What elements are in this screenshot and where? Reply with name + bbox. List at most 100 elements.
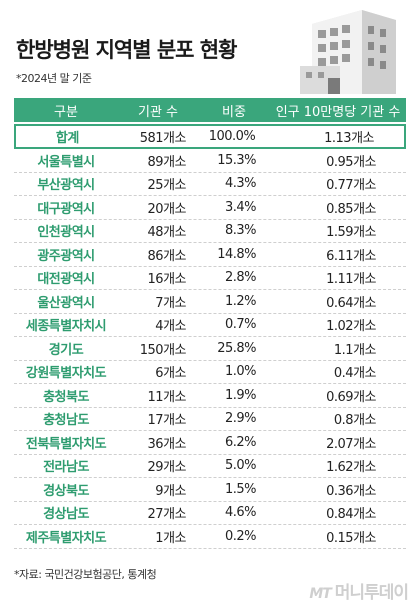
table-row: 인천광역시 48개소 8.3% 1.59개소 xyxy=(14,220,406,243)
cell-per100k: 0.85개소 xyxy=(326,201,376,217)
cell-count: 89개소 xyxy=(147,154,187,170)
cell-count: 16개소 xyxy=(147,272,187,288)
cell-region: 대구광역시 xyxy=(37,201,95,217)
logo-mark: MT xyxy=(309,586,332,602)
table-row: 세종특별자치시 4개소 0.7% 1.02개소 xyxy=(14,314,406,337)
cell-share: 14.8% xyxy=(217,246,256,262)
cell-per100k: 1.1개소 xyxy=(333,342,377,358)
cell-per100k: 0.64개소 xyxy=(326,295,376,311)
cell-per100k: 0.36개소 xyxy=(326,483,376,499)
cell-share: 4.3% xyxy=(224,176,257,192)
cell-region: 경상남도 xyxy=(43,507,89,523)
hospital-building-icon xyxy=(300,10,396,94)
cell-share: 1.5% xyxy=(224,481,257,497)
cell-share: 8.3% xyxy=(224,223,257,239)
cell-count: 48개소 xyxy=(147,225,187,241)
table-row: 충청남도 17개소 2.9% 0.8개소 xyxy=(14,408,406,431)
cell-region: 전북특별자치도 xyxy=(25,436,107,452)
cell-share: 1.0% xyxy=(224,364,257,380)
cell-per100k: 0.8개소 xyxy=(333,413,377,429)
table-row: 제주특별자치도 1개소 0.2% 0.15개소 xyxy=(14,525,406,549)
cell-count: 150개소 xyxy=(139,342,187,358)
cell-region: 제주특별자치도 xyxy=(25,530,107,546)
cell-count: 11개소 xyxy=(147,389,187,405)
page-title: 한방병원 지역별 분포 현황 xyxy=(16,38,237,62)
cell-per100k: 1.59개소 xyxy=(326,225,376,241)
cell-per100k: 0.95개소 xyxy=(326,154,376,170)
cell-count: 20개소 xyxy=(147,201,187,217)
header-region: 구분 xyxy=(54,104,78,120)
cell-region: 울산광역시 xyxy=(37,295,95,311)
cell-region: 부산광역시 xyxy=(37,178,95,194)
publisher-logo: MT 머니투데이 xyxy=(309,578,409,603)
table-row: 충청북도 11개소 1.9% 0.69개소 xyxy=(14,384,406,408)
cell-region: 충청남도 xyxy=(43,413,89,429)
cell-per100k: 0.69개소 xyxy=(326,389,376,405)
header-share: 비중 xyxy=(222,104,246,120)
cell-count: 29개소 xyxy=(147,460,187,476)
table-row: 부산광역시 25개소 4.3% 0.77개소 xyxy=(14,173,406,196)
cell-count: 581개소 xyxy=(139,131,187,146)
table-row: 울산광역시 7개소 1.2% 0.64개소 xyxy=(14,290,406,314)
cell-share: 0.2% xyxy=(224,528,257,544)
cell-region: 서울특별시 xyxy=(37,154,95,170)
cell-per100k: 0.84개소 xyxy=(326,507,376,523)
cell-region: 경상북도 xyxy=(43,483,89,499)
cell-share: 100.0% xyxy=(208,129,256,144)
table-row: 광주광역시 86개소 14.8% 6.11개소 xyxy=(14,243,406,267)
cell-share: 0.7% xyxy=(224,317,257,333)
cell-share: 3.4% xyxy=(224,199,257,215)
table-row: 서울특별시 89개소 15.3% 0.95개소 xyxy=(14,149,406,173)
hospital-distribution-table: 구분 기관 수 비중 인구 10만명당 기관 수 합계 581개소 100.0%… xyxy=(14,98,406,549)
cell-share: 25.8% xyxy=(217,340,256,356)
table-row: 대구광역시 20개소 3.4% 0.85개소 xyxy=(14,196,406,220)
cell-count: 1개소 xyxy=(155,530,186,546)
cell-per100k: 0.15개소 xyxy=(326,530,376,546)
cell-count: 9개소 xyxy=(155,483,186,499)
logo-name: 머니투데이 xyxy=(334,583,409,603)
cell-region: 합계 xyxy=(55,131,79,146)
table-row: 강원특별자치도 6개소 1.0% 0.4개소 xyxy=(14,361,406,384)
cell-count: 25개소 xyxy=(147,178,187,194)
header-per100k: 인구 10만명당 기관 수 xyxy=(275,104,401,120)
cell-per100k: 1.11개소 xyxy=(326,272,376,288)
cell-region: 전라남도 xyxy=(43,460,89,476)
cell-share: 6.2% xyxy=(224,434,257,450)
cell-region: 광주광역시 xyxy=(37,248,95,264)
cell-region: 충청북도 xyxy=(43,389,89,405)
cell-per100k: 1.02개소 xyxy=(326,319,376,335)
cell-share: 5.0% xyxy=(224,458,257,474)
table-row: 경상남도 27개소 4.6% 0.84개소 xyxy=(14,502,406,525)
cell-region: 인천광역시 xyxy=(37,225,95,241)
source-note: *자료: 국민건강보험공단, 통계청 xyxy=(14,568,157,581)
header-count: 기관 수 xyxy=(137,104,178,120)
cell-share: 15.3% xyxy=(217,152,256,168)
cell-count: 86개소 xyxy=(147,248,187,264)
cell-share: 2.8% xyxy=(224,270,257,286)
cell-count: 17개소 xyxy=(147,413,187,429)
cell-per100k: 2.07개소 xyxy=(326,436,376,452)
cell-per100k: 0.77개소 xyxy=(326,178,376,194)
table-row: 전북특별자치도 36개소 6.2% 2.07개소 xyxy=(14,431,406,455)
table-row: 경상북도 9개소 1.5% 0.36개소 xyxy=(14,478,406,502)
cell-count: 36개소 xyxy=(147,436,187,452)
table-row: 대전광역시 16개소 2.8% 1.11개소 xyxy=(14,267,406,290)
cell-per100k: 1.13개소 xyxy=(324,131,374,146)
cell-per100k: 1.62개소 xyxy=(326,460,376,476)
cell-share: 1.2% xyxy=(224,293,257,309)
cell-per100k: 6.11개소 xyxy=(326,248,376,264)
cell-region: 경기도 xyxy=(48,342,84,358)
table-header: 구분 기관 수 비중 인구 10만명당 기관 수 xyxy=(14,98,406,122)
cell-region: 세종특별자치시 xyxy=(25,319,107,335)
cell-region: 대전광역시 xyxy=(37,272,95,288)
table-row-total: 합계 581개소 100.0% 1.13개소 xyxy=(14,124,406,149)
cell-count: 6개소 xyxy=(155,366,186,382)
cell-share: 2.9% xyxy=(224,411,257,427)
cell-region: 강원특별자치도 xyxy=(25,366,107,382)
table-row: 전라남도 29개소 5.0% 1.62개소 xyxy=(14,455,406,478)
cell-count: 27개소 xyxy=(147,507,187,523)
cell-share: 4.6% xyxy=(224,505,257,521)
cell-count: 7개소 xyxy=(155,295,186,311)
cell-count: 4개소 xyxy=(155,319,186,335)
cell-share: 1.9% xyxy=(224,387,257,403)
